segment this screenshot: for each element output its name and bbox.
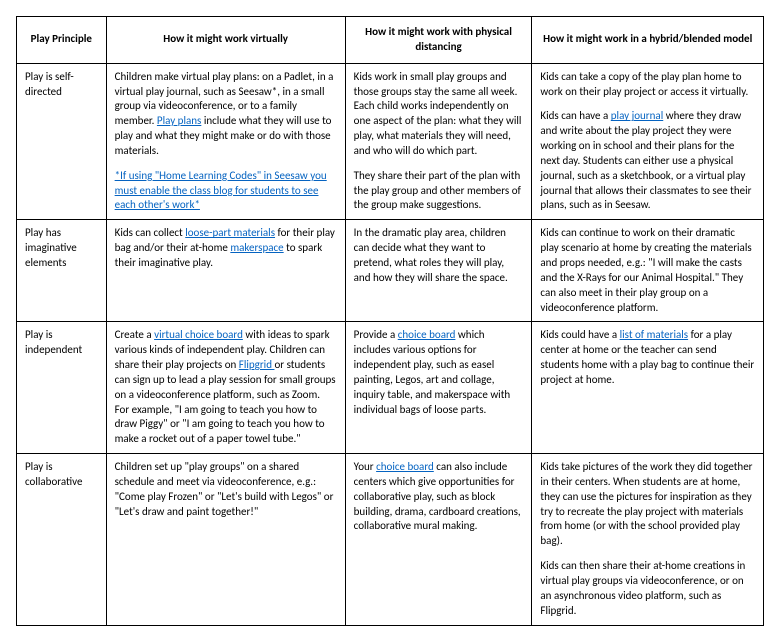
body-text: Kids could have a	[540, 328, 619, 341]
physical-cell: Your choice board can also include cente…	[345, 454, 532, 625]
col-header-hybrid: How it might work in a hybrid/blended mo…	[532, 17, 764, 64]
play-journal-link[interactable]: play journal	[611, 109, 663, 122]
body-text: Kids can collect	[115, 226, 186, 239]
table-row: Play is self-directed Children make virt…	[17, 63, 764, 220]
choice-board-link[interactable]: choice board	[376, 460, 434, 473]
body-text: Provide a	[354, 328, 398, 341]
hybrid-cell: Kids can continue to work on their drama…	[532, 220, 764, 322]
flipgrid-link[interactable]: Flipgrid	[239, 358, 275, 371]
body-text: or students can sign up to lead a play s…	[115, 358, 336, 445]
virtual-cell: Children set up "play groups" on a share…	[106, 454, 345, 625]
body-text: Your	[354, 460, 376, 473]
col-header-physical: How it might work with physical distanci…	[345, 17, 532, 64]
body-text: They share their part of the plan with t…	[354, 169, 521, 212]
body-text: Kids take pictures of the work they did …	[540, 460, 752, 547]
virtual-choice-board-link[interactable]: virtual choice board	[154, 328, 243, 341]
body-text: In the dramatic play area, children can …	[354, 226, 508, 284]
table-row: Play is independent Create a virtual cho…	[17, 322, 764, 454]
body-text: Kids work in small play groups and those…	[354, 70, 522, 157]
hybrid-cell: Kids could have a list of materials for …	[532, 322, 764, 454]
hybrid-cell: Kids can take a copy of the play plan ho…	[532, 63, 764, 220]
makerspace-link[interactable]: makerspace	[230, 241, 283, 254]
body-text: which includes various options for indep…	[354, 328, 511, 415]
body-text: Create a	[115, 328, 154, 341]
body-text: Kids can continue to work on their drama…	[540, 226, 751, 313]
virtual-cell: Children make virtual play plans: on a P…	[106, 63, 345, 220]
principle-cell: Play has imaginative elements	[17, 220, 107, 322]
body-text: Kids can then share their at-home creati…	[540, 559, 745, 617]
hybrid-cell: Kids take pictures of the work they did …	[532, 454, 764, 625]
virtual-cell: Kids can collect loose-part materials fo…	[106, 220, 345, 322]
play-principles-table: Play Principle How it might work virtual…	[16, 16, 764, 626]
table-row: Play is collaborative Children set up "p…	[17, 454, 764, 625]
physical-cell: In the dramatic play area, children can …	[345, 220, 532, 322]
list-of-materials-link[interactable]: list of materials	[620, 328, 689, 341]
body-text: Kids can take a copy of the play plan ho…	[540, 70, 748, 98]
header-row: Play Principle How it might work virtual…	[17, 17, 764, 64]
loose-parts-link[interactable]: loose-part materials	[185, 226, 275, 239]
body-text: where they draw and write about the play…	[540, 109, 751, 211]
seesaw-note-link[interactable]: *If using "Home Learning Codes" in Seesa…	[115, 169, 327, 212]
physical-cell: Kids work in small play groups and those…	[345, 63, 532, 220]
col-header-virtual: How it might work virtually	[106, 17, 345, 64]
principle-cell: Play is independent	[17, 322, 107, 454]
physical-cell: Provide a choice board which includes va…	[345, 322, 532, 454]
body-text: Kids can have a	[540, 109, 610, 122]
choice-board-link[interactable]: choice board	[398, 328, 456, 341]
principle-cell: Play is collaborative	[17, 454, 107, 625]
play-plans-link[interactable]: Play plans	[157, 114, 201, 127]
virtual-cell: Create a virtual choice board with ideas…	[106, 322, 345, 454]
col-header-principle: Play Principle	[17, 17, 107, 64]
table-row: Play has imaginative elements Kids can c…	[17, 220, 764, 322]
principle-cell: Play is self-directed	[17, 63, 107, 220]
body-text: Children set up "play groups" on a share…	[115, 460, 334, 518]
